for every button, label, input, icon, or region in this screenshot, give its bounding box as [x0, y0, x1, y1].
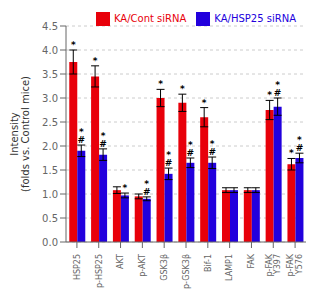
svg-text:*: *: [188, 140, 193, 150]
svg-text:3.0: 3.0: [42, 93, 58, 104]
svg-text:4.0: 4.0: [42, 45, 58, 56]
svg-text:*: *: [275, 80, 280, 90]
svg-text:*: *: [202, 98, 207, 108]
svg-text:p-AKT: p-AKT: [138, 254, 147, 277]
svg-text:*: *: [289, 148, 294, 158]
svg-text:2.0: 2.0: [42, 141, 58, 152]
svg-text:*: *: [210, 139, 215, 149]
svg-text:*: *: [267, 90, 272, 100]
svg-text:*: *: [79, 127, 84, 137]
svg-text:Intensity(folds vs. Control mi: Intensity(folds vs. Control mice): [9, 76, 31, 192]
svg-text:AKT: AKT: [116, 254, 125, 269]
html-text:KA/Cont siRNA: KA/Cont siRNA: [114, 13, 187, 24]
svg-text:*: *: [158, 79, 163, 89]
svg-text:*: *: [180, 84, 185, 94]
svg-text:p-GSK3β: p-GSK3β: [182, 254, 191, 289]
html-text:KA/HSP25 siRNA: KA/HSP25 siRNA: [214, 13, 296, 24]
svg-text:FAK: FAK: [247, 253, 256, 268]
svg-text:GSK3β: GSK3β: [160, 254, 169, 281]
svg-text:2.5: 2.5: [42, 117, 58, 128]
svg-text:*: *: [101, 131, 106, 141]
svg-text:*: *: [166, 150, 171, 160]
svg-text:3.5: 3.5: [42, 69, 58, 80]
svg-text:*: *: [144, 179, 149, 189]
svg-text:0.5: 0.5: [42, 213, 58, 224]
svg-text:*: *: [71, 40, 76, 50]
svg-text:*: *: [297, 135, 302, 145]
svg-text:1.0: 1.0: [42, 189, 58, 200]
svg-text:p-FAKY576: p-FAKY576: [286, 253, 304, 276]
svg-text:p-HSP25: p-HSP25: [95, 254, 104, 288]
svg-text:0.0: 0.0: [42, 237, 58, 248]
svg-text:LAMP1: LAMP1: [225, 254, 234, 281]
svg-text:HSP25: HSP25: [73, 254, 82, 280]
svg-text:4.5: 4.5: [42, 21, 58, 32]
svg-text:*: *: [93, 56, 98, 66]
svg-text:1.5: 1.5: [42, 165, 58, 176]
svg-text:*: *: [123, 183, 128, 193]
svg-text:Bif-1: Bif-1: [204, 254, 213, 272]
svg-text:p-FAKY397: p-FAKY397: [265, 253, 283, 276]
